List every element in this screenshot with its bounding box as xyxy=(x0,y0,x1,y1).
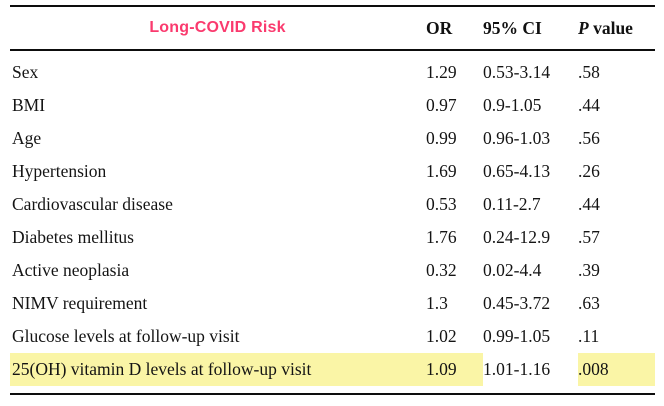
table-row: Cardiovascular disease 0.53 0.11-2.7 .44 xyxy=(10,188,655,221)
p-value: .58 xyxy=(578,62,600,82)
or-value: 0.53 xyxy=(426,194,457,214)
table-row: Sex 1.29 0.53-3.14 .58 xyxy=(10,56,655,89)
or-value: 1.29 xyxy=(426,62,457,82)
p-value: .26 xyxy=(578,161,600,181)
risk-factor-label: 25(OH) vitamin D levels at follow-up vis… xyxy=(10,353,425,386)
column-header-or: OR xyxy=(425,6,483,51)
column-header-p-value: P value xyxy=(578,6,655,51)
p-value: .63 xyxy=(578,293,600,313)
regression-table: Long-COVID Risk OR 95% CI P value Sex 1.… xyxy=(10,5,655,395)
table-row: Active neoplasia 0.32 0.02-4.4 .39 xyxy=(10,254,655,287)
p-value: .57 xyxy=(578,227,600,247)
risk-factor-label: Sex xyxy=(12,62,39,82)
risk-factor-label: Active neoplasia xyxy=(12,260,130,280)
or-value: 0.99 xyxy=(426,128,457,148)
table-row: Diabetes mellitus 1.76 0.24-12.9 .57 xyxy=(10,221,655,254)
p-value: .008 xyxy=(578,353,655,386)
p-value: .56 xyxy=(578,128,600,148)
ci-value: 0.24-12.9 xyxy=(483,227,551,247)
p-value-italic-p: P xyxy=(578,17,589,38)
risk-factor-label: Age xyxy=(12,128,42,148)
or-value: 0.32 xyxy=(426,260,457,280)
risk-factor-label: BMI xyxy=(12,95,46,115)
table-row: BMI 0.97 0.9-1.05 .44 xyxy=(10,89,655,122)
ci-value: 0.96-1.03 xyxy=(483,128,551,148)
ci-value: 0.53-3.14 xyxy=(483,62,551,82)
ci-value: 0.45-3.72 xyxy=(483,293,551,313)
or-value: 1.76 xyxy=(426,227,457,247)
ci-value: 0.9-1.05 xyxy=(483,95,542,115)
table-row: 25(OH) vitamin D levels at follow-up vis… xyxy=(10,353,655,386)
table-row: Glucose levels at follow-up visit 1.02 0… xyxy=(10,320,655,353)
spacer-row xyxy=(10,386,655,394)
or-value: 1.09 xyxy=(425,353,483,386)
risk-factor-label: Glucose levels at follow-up visit xyxy=(12,326,240,346)
ci-value: 1.01-1.16 xyxy=(483,359,551,379)
table-row: NIMV requirement 1.3 0.45-3.72 .63 xyxy=(10,287,655,320)
p-value: .11 xyxy=(578,326,600,346)
or-value: 1.69 xyxy=(426,161,457,181)
ci-value: 0.99-1.05 xyxy=(483,326,551,346)
p-value: .44 xyxy=(578,194,600,214)
ci-value: 0.65-4.13 xyxy=(483,161,551,181)
paper-table-figure: Long-COVID Risk OR 95% CI P value Sex 1.… xyxy=(10,5,655,395)
p-value: .39 xyxy=(578,260,600,280)
or-value: 1.02 xyxy=(426,326,457,346)
ci-value: 0.02-4.4 xyxy=(483,260,542,280)
table-row: Hypertension 1.69 0.65-4.13 .26 xyxy=(10,155,655,188)
column-header-risk-factor: Long-COVID Risk xyxy=(10,6,425,51)
or-value: 1.3 xyxy=(426,293,448,313)
table-body: Sex 1.29 0.53-3.14 .58 BMI 0.97 0.9-1.05… xyxy=(10,50,655,394)
column-header-ci: 95% CI xyxy=(483,6,578,51)
risk-factor-label: NIMV requirement xyxy=(12,293,148,313)
or-value: 0.97 xyxy=(426,95,457,115)
risk-factor-label: Cardiovascular disease xyxy=(12,194,173,214)
ci-value: 0.11-2.7 xyxy=(483,194,541,214)
table-header-row: Long-COVID Risk OR 95% CI P value xyxy=(10,6,655,51)
table-row: Age 0.99 0.96-1.03 .56 xyxy=(10,122,655,155)
p-value-rest: value xyxy=(588,17,633,38)
risk-factor-label: Diabetes mellitus xyxy=(12,227,134,247)
risk-factor-label: Hypertension xyxy=(12,161,107,181)
p-value: .44 xyxy=(578,95,600,115)
